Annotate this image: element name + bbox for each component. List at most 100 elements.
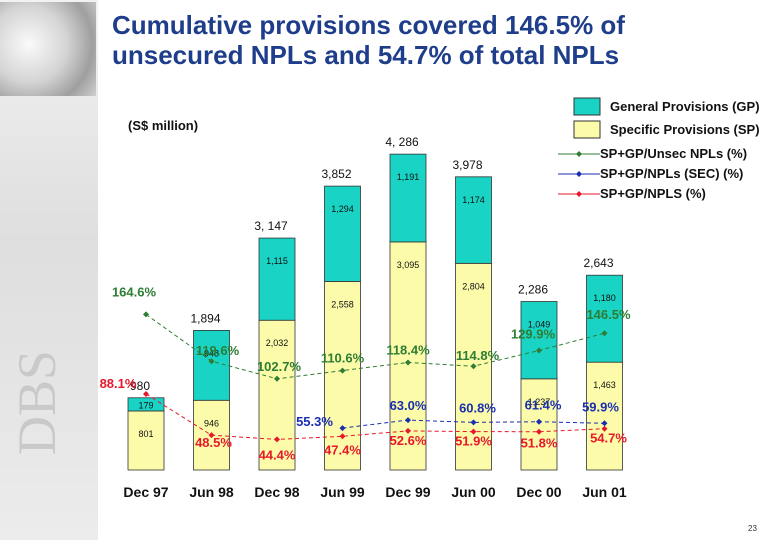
gp-label-6: 1,049 <box>528 320 551 330</box>
x-tick-label-2: Dec 98 <box>254 484 299 500</box>
legend-marker-1 <box>576 171 582 177</box>
legend-swatch-sp <box>573 120 601 139</box>
legend-label-line-2: SP+GP/NPLS (%) <box>600 186 706 201</box>
line-label-1-6: 61.4% <box>525 398 562 413</box>
line-label-0-0: 164.6% <box>112 284 157 299</box>
sp-label-5: 2,804 <box>462 281 485 291</box>
line-point-1-3 <box>339 425 346 432</box>
gp-label-3: 1,294 <box>331 204 354 214</box>
bar-gp-5 <box>455 176 492 264</box>
sp-label-6: 1,237 <box>528 397 551 407</box>
sp-label-3: 2,558 <box>331 299 354 309</box>
bar-gp-2 <box>258 237 296 321</box>
total-label-4: 4, 286 <box>385 135 419 149</box>
bar-sp-2 <box>258 319 296 471</box>
line-label-0-6: 129.9% <box>511 327 556 342</box>
gp-label-7: 1,180 <box>593 293 616 303</box>
gp-label-0: 179 <box>138 400 153 410</box>
line-label-0-4: 118.4% <box>386 342 430 357</box>
legend-label-gp: General Provisions (GP) <box>610 99 760 114</box>
bar-gp-7 <box>586 274 623 363</box>
bar-gp-4 <box>389 153 427 243</box>
line-label-2-2: 44.4% <box>259 447 296 462</box>
gp-label-2: 1,115 <box>266 256 288 266</box>
line-point-0-4 <box>405 359 411 366</box>
sp-label-4: 3,095 <box>397 260 420 270</box>
bar-gp-3 <box>324 185 361 282</box>
x-tick-label-7: Jun 01 <box>582 484 627 500</box>
total-label-0: 980 <box>130 379 150 393</box>
line-point-0-1 <box>208 358 215 365</box>
bar-gp-1 <box>193 330 230 401</box>
page-number: 23 <box>748 524 757 533</box>
legend-label-line-0: SP+GP/Unsec NPLs (%) <box>600 146 747 161</box>
slide-title: Cumulative provisions covered 146.5% of … <box>112 10 625 70</box>
line-point-2-3 <box>339 433 346 440</box>
line-label-0-2: 102.7% <box>257 359 302 374</box>
line-label-2-3: 47.4% <box>324 442 361 457</box>
line-point-2-0 <box>143 390 149 397</box>
sp-label-2: 2,032 <box>266 338 289 348</box>
line-point-0-6 <box>536 347 542 354</box>
total-label-5: 3,978 <box>452 158 482 172</box>
dbs-sidebar-decoration: DBS <box>0 0 98 540</box>
total-label-7: 2,643 <box>583 256 613 270</box>
line-label-1-4: 63.0% <box>390 398 427 413</box>
line-point-0-0 <box>143 311 149 318</box>
line-point-2-7 <box>601 425 608 432</box>
x-tick-label-3: Jun 99 <box>320 484 365 500</box>
line-point-2-6 <box>536 428 542 435</box>
x-tick-label-5: Jun 00 <box>451 484 496 500</box>
line-label-0-3: 110.6% <box>321 351 365 366</box>
line-point-1-6 <box>536 418 542 425</box>
line-label-1-3: 55.3% <box>296 414 333 429</box>
x-tick-label-6: Dec 00 <box>516 484 561 500</box>
legend-label-sp: Specific Provisions (SP) <box>610 122 760 137</box>
line-point-2-5 <box>470 428 477 435</box>
x-tick-label-1: Jun 98 <box>189 484 234 500</box>
legend-swatch-gp <box>573 97 601 116</box>
line-series-0 <box>145 314 605 380</box>
total-label-1: 1,894 <box>190 311 220 325</box>
x-tick-label-0: Dec 97 <box>123 484 168 500</box>
total-label-3: 3,852 <box>321 167 351 181</box>
line-label-1-7: 59.9% <box>582 399 619 414</box>
legend-label-line-1: SP+GP/NPLs (SEC) (%) <box>600 166 743 181</box>
line-label-1-5: 60.8% <box>459 400 496 415</box>
line-label-0-5: 114.8% <box>456 348 500 363</box>
sp-label-0: 801 <box>138 429 153 439</box>
line-point-2-1 <box>208 432 215 439</box>
gp-label-5: 1,174 <box>462 195 485 205</box>
sp-label-7: 1,463 <box>593 380 616 390</box>
line-point-0-5 <box>470 363 477 370</box>
coin-image <box>0 2 96 96</box>
line-label-2-5: 51.9% <box>455 434 492 449</box>
line-point-2-4 <box>405 427 411 434</box>
total-label-2: 3, 147 <box>254 219 288 233</box>
line-label-2-4: 52.6% <box>390 433 427 448</box>
line-series-1 <box>342 419 605 429</box>
sp-label-1: 946 <box>204 418 219 428</box>
line-label-2-6: 51.8% <box>521 436 558 451</box>
line-label-0-7: 146.5% <box>586 307 631 322</box>
line-label-0-1: 119.6% <box>196 343 240 358</box>
bar-gp-0 <box>127 397 165 412</box>
line-point-1-7 <box>601 420 608 427</box>
gp-label-1: 948 <box>204 348 219 358</box>
bar-sp-7 <box>586 361 623 471</box>
x-tick-label-4: Dec 99 <box>385 484 430 500</box>
line-label-2-0: 88.1% <box>100 376 137 391</box>
bar-gp-6 <box>520 301 558 380</box>
line-point-2-2 <box>274 436 280 443</box>
line-point-1-4 <box>405 417 411 424</box>
total-label-6: 2,286 <box>518 283 548 297</box>
legend-marker-2 <box>576 191 582 197</box>
line-series-2 <box>145 393 605 440</box>
line-point-1-5 <box>470 419 477 426</box>
gp-label-4: 1,191 <box>397 172 420 182</box>
line-point-0-7 <box>601 330 608 337</box>
line-label-2-7: 54.7% <box>590 431 627 446</box>
line-point-0-2 <box>274 375 280 382</box>
line-label-2-1: 48.5% <box>195 435 232 450</box>
